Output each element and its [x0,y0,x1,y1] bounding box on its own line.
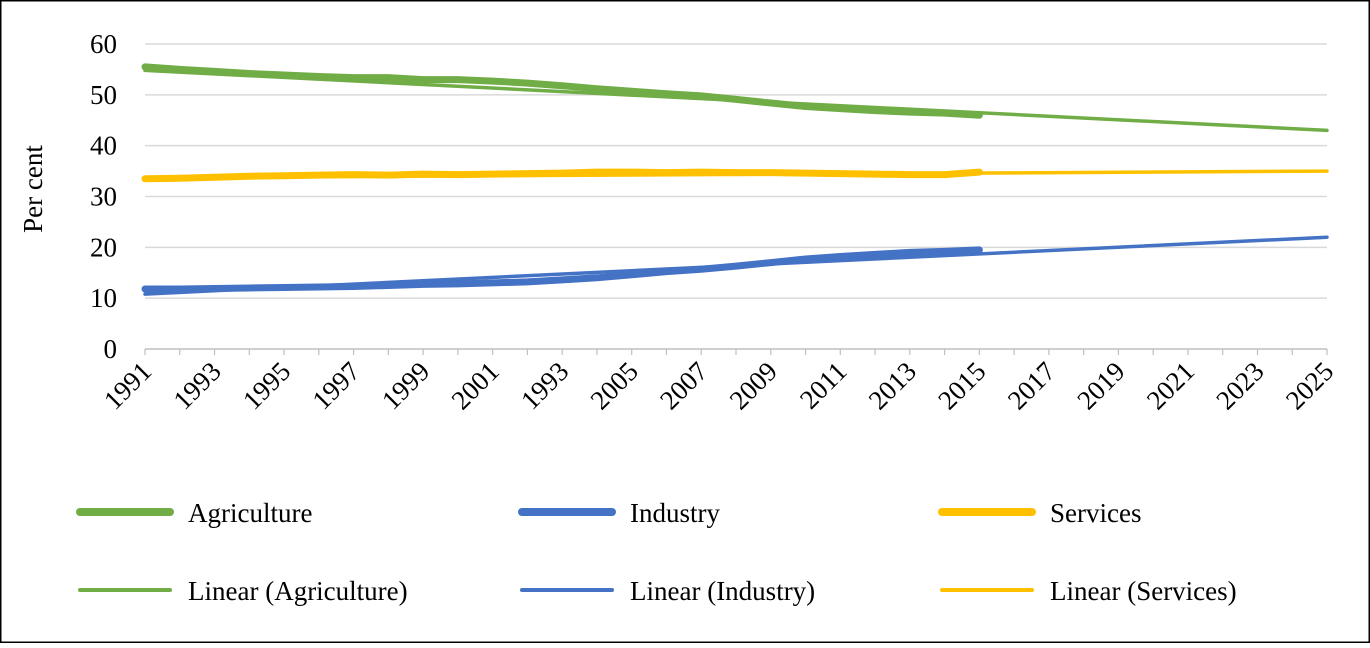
legend-label: Industry [630,498,720,528]
legend-label: Linear (Services) [1050,576,1237,606]
y-tick-label: 60 [90,29,117,59]
series-line-agriculture [141,63,983,119]
legend-label: Linear (Agriculture) [188,576,408,606]
legend: Agriculture Industry Services Linear (Agric… [76,498,1237,606]
legend-label: Agriculture [188,498,312,528]
y-tick-label: 50 [90,80,117,110]
y-tick-label: 20 [90,232,117,262]
legend-label: Services [1050,498,1141,528]
y-tick-label: 40 [90,131,117,161]
y-tick-label: 10 [90,283,117,313]
series-lines [141,63,1329,296]
y-axis-label: Per cent [18,145,48,233]
y-tick-label: 30 [90,182,117,212]
legend-label: Linear (Industry) [630,576,815,606]
y-tick-label: 0 [104,334,118,364]
series-line-linear-services [143,169,1329,180]
series-line-linear-industry [143,235,1329,296]
series-line-linear-agriculture [143,68,1329,133]
